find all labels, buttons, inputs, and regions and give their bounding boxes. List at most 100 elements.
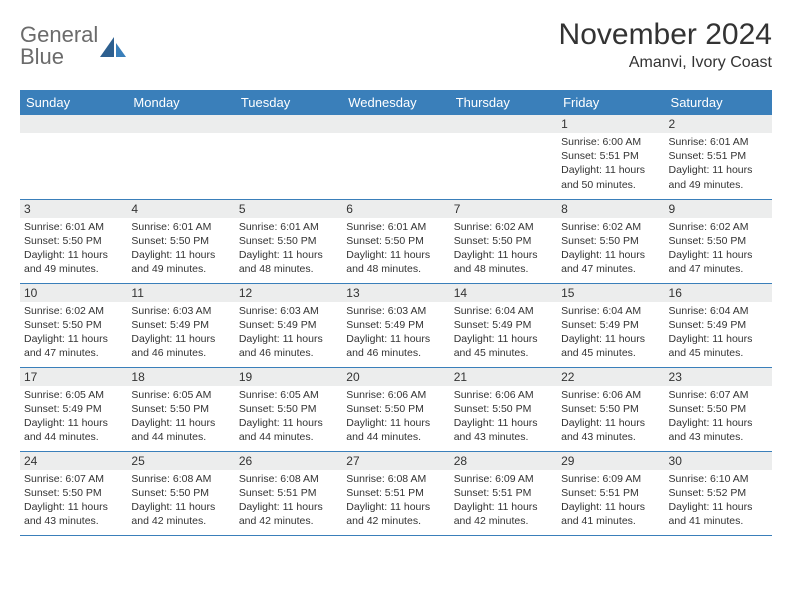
calendar-cell — [20, 115, 127, 199]
day-number: 30 — [665, 452, 772, 470]
logo: General Blue — [20, 18, 126, 68]
title-block: November 2024 Amanvi, Ivory Coast — [559, 18, 772, 72]
calendar-cell: 13Sunrise: 6:03 AMSunset: 5:49 PMDayligh… — [342, 283, 449, 367]
calendar-cell: 17Sunrise: 6:05 AMSunset: 5:49 PMDayligh… — [20, 367, 127, 451]
calendar-row: 3Sunrise: 6:01 AMSunset: 5:50 PMDaylight… — [20, 199, 772, 283]
calendar-cell: 7Sunrise: 6:02 AMSunset: 5:50 PMDaylight… — [450, 199, 557, 283]
day-details: Sunrise: 6:01 AMSunset: 5:50 PMDaylight:… — [342, 218, 449, 281]
calendar-cell: 30Sunrise: 6:10 AMSunset: 5:52 PMDayligh… — [665, 451, 772, 535]
day-number: 16 — [665, 284, 772, 302]
day-number: 26 — [235, 452, 342, 470]
day-details: Sunrise: 6:06 AMSunset: 5:50 PMDaylight:… — [557, 386, 664, 449]
weekday-header-row: Sunday Monday Tuesday Wednesday Thursday… — [20, 90, 772, 115]
logo-line2: Blue — [20, 46, 98, 68]
day-details: Sunrise: 6:08 AMSunset: 5:50 PMDaylight:… — [127, 470, 234, 533]
day-details: Sunrise: 6:01 AMSunset: 5:50 PMDaylight:… — [20, 218, 127, 281]
day-details: Sunrise: 6:09 AMSunset: 5:51 PMDaylight:… — [557, 470, 664, 533]
calendar-row: 1Sunrise: 6:00 AMSunset: 5:51 PMDaylight… — [20, 115, 772, 199]
day-number: 11 — [127, 284, 234, 302]
day-number: 24 — [20, 452, 127, 470]
day-number-empty — [235, 115, 342, 133]
weekday-header: Tuesday — [235, 90, 342, 115]
day-details: Sunrise: 6:05 AMSunset: 5:50 PMDaylight:… — [127, 386, 234, 449]
day-details: Sunrise: 6:04 AMSunset: 5:49 PMDaylight:… — [665, 302, 772, 365]
calendar-cell — [342, 115, 449, 199]
calendar-cell: 2Sunrise: 6:01 AMSunset: 5:51 PMDaylight… — [665, 115, 772, 199]
calendar-cell — [450, 115, 557, 199]
calendar-cell: 29Sunrise: 6:09 AMSunset: 5:51 PMDayligh… — [557, 451, 664, 535]
day-number: 28 — [450, 452, 557, 470]
day-details: Sunrise: 6:03 AMSunset: 5:49 PMDaylight:… — [342, 302, 449, 365]
day-details: Sunrise: 6:04 AMSunset: 5:49 PMDaylight:… — [557, 302, 664, 365]
calendar-cell: 26Sunrise: 6:08 AMSunset: 5:51 PMDayligh… — [235, 451, 342, 535]
day-number: 20 — [342, 368, 449, 386]
calendar-cell: 10Sunrise: 6:02 AMSunset: 5:50 PMDayligh… — [20, 283, 127, 367]
calendar-cell — [127, 115, 234, 199]
day-number-empty — [342, 115, 449, 133]
day-details: Sunrise: 6:03 AMSunset: 5:49 PMDaylight:… — [235, 302, 342, 365]
day-number: 17 — [20, 368, 127, 386]
calendar-cell: 11Sunrise: 6:03 AMSunset: 5:49 PMDayligh… — [127, 283, 234, 367]
day-details: Sunrise: 6:05 AMSunset: 5:50 PMDaylight:… — [235, 386, 342, 449]
day-details: Sunrise: 6:01 AMSunset: 5:50 PMDaylight:… — [235, 218, 342, 281]
calendar-cell: 18Sunrise: 6:05 AMSunset: 5:50 PMDayligh… — [127, 367, 234, 451]
weekday-header: Wednesday — [342, 90, 449, 115]
calendar-cell: 23Sunrise: 6:07 AMSunset: 5:50 PMDayligh… — [665, 367, 772, 451]
calendar-cell: 9Sunrise: 6:02 AMSunset: 5:50 PMDaylight… — [665, 199, 772, 283]
day-number-empty — [20, 115, 127, 133]
day-number: 9 — [665, 200, 772, 218]
day-number: 13 — [342, 284, 449, 302]
calendar-table: Sunday Monday Tuesday Wednesday Thursday… — [20, 90, 772, 536]
logo-line1: General — [20, 24, 98, 46]
day-details: Sunrise: 6:02 AMSunset: 5:50 PMDaylight:… — [20, 302, 127, 365]
day-details: Sunrise: 6:08 AMSunset: 5:51 PMDaylight:… — [342, 470, 449, 533]
calendar-cell: 1Sunrise: 6:00 AMSunset: 5:51 PMDaylight… — [557, 115, 664, 199]
day-number: 1 — [557, 115, 664, 133]
day-number: 2 — [665, 115, 772, 133]
day-number-empty — [127, 115, 234, 133]
day-details: Sunrise: 6:03 AMSunset: 5:49 PMDaylight:… — [127, 302, 234, 365]
calendar-cell: 19Sunrise: 6:05 AMSunset: 5:50 PMDayligh… — [235, 367, 342, 451]
day-number: 27 — [342, 452, 449, 470]
calendar-cell: 27Sunrise: 6:08 AMSunset: 5:51 PMDayligh… — [342, 451, 449, 535]
day-number: 15 — [557, 284, 664, 302]
calendar-row: 24Sunrise: 6:07 AMSunset: 5:50 PMDayligh… — [20, 451, 772, 535]
month-title: November 2024 — [559, 18, 772, 52]
calendar-cell: 8Sunrise: 6:02 AMSunset: 5:50 PMDaylight… — [557, 199, 664, 283]
logo-sail-icon — [100, 35, 126, 57]
day-number: 21 — [450, 368, 557, 386]
calendar-cell: 3Sunrise: 6:01 AMSunset: 5:50 PMDaylight… — [20, 199, 127, 283]
calendar-cell: 14Sunrise: 6:04 AMSunset: 5:49 PMDayligh… — [450, 283, 557, 367]
weekday-header: Thursday — [450, 90, 557, 115]
weekday-header: Monday — [127, 90, 234, 115]
day-number: 23 — [665, 368, 772, 386]
day-details: Sunrise: 6:09 AMSunset: 5:51 PMDaylight:… — [450, 470, 557, 533]
calendar-cell: 22Sunrise: 6:06 AMSunset: 5:50 PMDayligh… — [557, 367, 664, 451]
day-number: 14 — [450, 284, 557, 302]
day-number: 4 — [127, 200, 234, 218]
day-number: 5 — [235, 200, 342, 218]
day-details: Sunrise: 6:06 AMSunset: 5:50 PMDaylight:… — [342, 386, 449, 449]
location: Amanvi, Ivory Coast — [559, 54, 772, 72]
calendar-cell: 15Sunrise: 6:04 AMSunset: 5:49 PMDayligh… — [557, 283, 664, 367]
day-number: 12 — [235, 284, 342, 302]
day-number: 18 — [127, 368, 234, 386]
day-details: Sunrise: 6:02 AMSunset: 5:50 PMDaylight:… — [450, 218, 557, 281]
calendar-row: 17Sunrise: 6:05 AMSunset: 5:49 PMDayligh… — [20, 367, 772, 451]
calendar-cell — [235, 115, 342, 199]
calendar-cell: 16Sunrise: 6:04 AMSunset: 5:49 PMDayligh… — [665, 283, 772, 367]
day-number: 10 — [20, 284, 127, 302]
weekday-header: Sunday — [20, 90, 127, 115]
day-details: Sunrise: 6:00 AMSunset: 5:51 PMDaylight:… — [557, 133, 664, 196]
header: General Blue November 2024 Amanvi, Ivory… — [20, 18, 772, 72]
day-details: Sunrise: 6:05 AMSunset: 5:49 PMDaylight:… — [20, 386, 127, 449]
day-details: Sunrise: 6:02 AMSunset: 5:50 PMDaylight:… — [557, 218, 664, 281]
day-details: Sunrise: 6:02 AMSunset: 5:50 PMDaylight:… — [665, 218, 772, 281]
day-details: Sunrise: 6:07 AMSunset: 5:50 PMDaylight:… — [665, 386, 772, 449]
calendar-cell: 4Sunrise: 6:01 AMSunset: 5:50 PMDaylight… — [127, 199, 234, 283]
calendar-row: 10Sunrise: 6:02 AMSunset: 5:50 PMDayligh… — [20, 283, 772, 367]
day-number: 8 — [557, 200, 664, 218]
calendar-cell: 24Sunrise: 6:07 AMSunset: 5:50 PMDayligh… — [20, 451, 127, 535]
day-details: Sunrise: 6:10 AMSunset: 5:52 PMDaylight:… — [665, 470, 772, 533]
day-details: Sunrise: 6:01 AMSunset: 5:50 PMDaylight:… — [127, 218, 234, 281]
